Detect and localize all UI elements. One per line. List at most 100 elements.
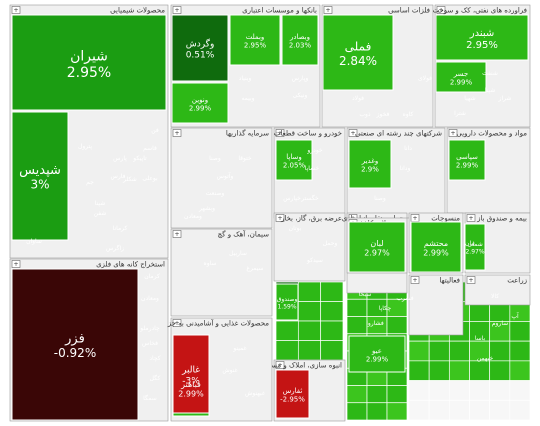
treemap-tile	[410, 221, 462, 273]
sector-expand-button[interactable]	[172, 230, 182, 238]
treemap-small-tile	[275, 340, 299, 361]
tile-label: آپ	[511, 311, 519, 320]
treemap-small-tile	[297, 281, 322, 302]
treemap-small-tile	[428, 340, 450, 362]
tile-label: فباهنر	[180, 380, 201, 389]
tile-label: نیان	[465, 240, 475, 247]
sector-expand-label: +	[174, 7, 179, 14]
tile-percent: 2.99%	[366, 355, 389, 363]
tile-label: جم	[86, 179, 94, 186]
sector-header-label: منسوجات	[431, 215, 460, 223]
treemap-tile	[322, 14, 394, 91]
tile-label: ثفارس	[283, 387, 303, 395]
tile-percent: -2.95%	[280, 395, 305, 403]
treemap-small-tile	[448, 380, 470, 401]
treemap-small-tile	[469, 380, 491, 401]
tile-label: وصنا	[209, 155, 221, 162]
tile-label: محتشم	[424, 239, 448, 248]
treemap-small-tile	[428, 360, 450, 381]
sector-expand-button[interactable]	[348, 129, 358, 137]
tile-label: کرمان	[144, 273, 160, 280]
tile-label: فشاروا	[366, 320, 384, 327]
sector-expand-label: +	[412, 215, 417, 222]
treemap-tile	[448, 139, 486, 181]
sector-frame	[170, 127, 273, 229]
tile-percent: 2.95%	[67, 65, 111, 81]
sector-header-label: فعالیتها	[439, 277, 460, 285]
sector-expand-label: +	[450, 130, 455, 137]
treemap-small-tile	[346, 298, 368, 317]
sector-expand-button[interactable]	[172, 6, 182, 14]
sector-expand-button[interactable]	[172, 319, 182, 327]
sector-expand-label: +	[412, 277, 417, 284]
sector-header-label: انبوه سازی، املاک و مستغلات	[255, 362, 342, 370]
tile-percent: -0.92%	[54, 346, 96, 360]
tile-label: وآتوس	[217, 171, 234, 180]
treemap-small-tile	[408, 380, 430, 401]
tile-label: سیدکو	[306, 257, 323, 264]
sector-expand-label: +	[438, 7, 443, 14]
tile-label: سیمرغ	[246, 265, 263, 272]
tile-percent: 2.95%	[244, 41, 267, 49]
tile-label: وگردش	[186, 38, 215, 50]
tile-label: خگستر	[300, 194, 319, 202]
sector-expand-button[interactable]	[275, 361, 285, 369]
tile-label: شملی	[467, 241, 482, 248]
treemap-tile	[11, 268, 139, 421]
tile-label: غنوش	[222, 367, 237, 374]
sector-expand-label: +	[13, 261, 18, 268]
tile-label: ونیکی	[293, 92, 308, 99]
sector-header-label: استخراج کانه های فلزی	[96, 261, 165, 269]
sector-expand-button[interactable]	[466, 214, 476, 222]
sector-expand-button[interactable]	[410, 276, 420, 284]
tile-label: ختوقا	[238, 155, 252, 162]
sector-expand-button[interactable]	[448, 129, 458, 137]
tile-label: عیو	[371, 347, 382, 355]
tile-label: سپاسی	[456, 153, 478, 161]
tile-percent: 2.05%	[283, 161, 306, 169]
tile-label: شپنا	[95, 200, 105, 207]
tile-label: شراز	[498, 95, 512, 102]
tile-label: سبحا	[359, 291, 372, 298]
sector-expand-button[interactable]	[11, 260, 21, 268]
sector-expand-button[interactable]	[436, 6, 446, 14]
sector-expand-button[interactable]	[466, 276, 476, 284]
treemap-tile	[172, 334, 210, 414]
treemap-small-tile	[366, 402, 388, 421]
tile-label: کگل	[150, 374, 161, 382]
tile-label: خپارس	[283, 195, 301, 202]
sector-expand-label: +	[468, 277, 473, 284]
tile-label: فخوز	[376, 111, 390, 118]
sector-expand-button[interactable]	[275, 129, 285, 137]
tile-label: شنفت	[482, 70, 498, 77]
treemap-small-tile	[428, 380, 450, 401]
tile-label: کرمانا	[113, 225, 128, 232]
sector-expand-button[interactable]	[323, 6, 333, 14]
tile-percent: 2.03%	[289, 41, 312, 49]
tile-label: ساربیل	[229, 250, 247, 257]
treemap-small-tile	[408, 360, 430, 381]
tile-label: وبیمه	[241, 95, 254, 102]
tile-label: وپارس	[292, 75, 309, 82]
tile-label: دانا	[404, 145, 412, 152]
treemap-tile	[348, 139, 392, 189]
tile-percent: 2.97%	[465, 248, 484, 255]
sector-expand-button[interactable]	[172, 129, 182, 137]
sector-expand-label: +	[350, 130, 355, 137]
tile-label: ساروم	[492, 320, 508, 327]
tile-percent: 2.99%	[423, 248, 449, 257]
tile-label: فخاس	[142, 340, 158, 347]
tile-label: فزر	[64, 332, 85, 347]
sector-expand-button[interactable]	[275, 214, 285, 222]
sector-expand-label: +	[468, 215, 473, 222]
tile-label: شکلر	[122, 176, 137, 183]
tile-label: فن	[151, 127, 159, 134]
sector-header-label: محصولات شیمیایی	[110, 7, 165, 15]
sector-expand-label: +	[174, 231, 179, 238]
tile-label: وصنا	[374, 195, 386, 202]
sector-header-label: خودرو و ساخت قطعات	[274, 130, 342, 138]
treemap-small-tile	[448, 360, 470, 381]
treemap-small-tile	[386, 385, 408, 404]
sector-expand-button[interactable]	[11, 6, 21, 14]
